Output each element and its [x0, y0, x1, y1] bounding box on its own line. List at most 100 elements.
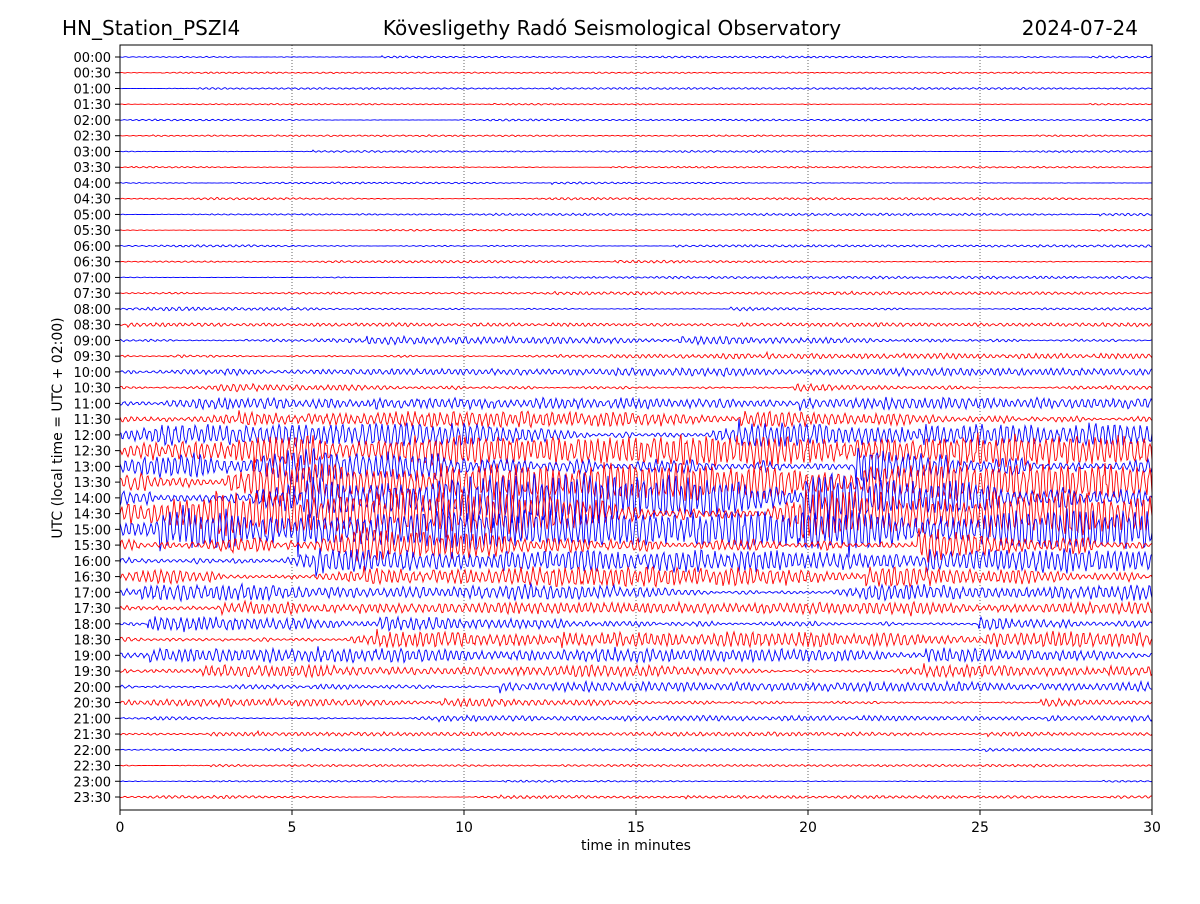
trace-1100: [119, 396, 1153, 411]
trace-0000: [119, 54, 1153, 59]
trace-0930: [119, 350, 1153, 360]
y-tick-label: 22:30: [74, 760, 111, 775]
x-tick-label: 25: [971, 820, 989, 836]
y-tick-label: 01:00: [74, 82, 111, 97]
y-tick-label: 06:00: [74, 240, 111, 255]
x-tick-label: 0: [116, 820, 125, 836]
trace-0200: [119, 118, 1153, 122]
x-axis-label: time in minutes: [581, 838, 691, 854]
trace-1030: [119, 382, 1153, 393]
y-tick-label: 08:30: [74, 319, 111, 334]
trace-1330: [119, 455, 1153, 502]
date-title: 2024-07-24: [1022, 16, 1138, 40]
trace-2130: [119, 729, 1153, 738]
y-tick-label: 18:00: [74, 618, 111, 633]
trace-0530: [120, 228, 1153, 232]
y-tick-label: 13:00: [74, 460, 111, 475]
y-axis: 00:0000:3001:0001:3002:0002:3003:0003:30…: [74, 51, 120, 806]
y-axis-label: UTC (local time = UTC + 02:00): [50, 317, 66, 538]
y-tick-label: 11:00: [74, 397, 111, 412]
trace-1130: [119, 410, 1153, 429]
y-tick-label: 12:00: [74, 429, 111, 444]
trace-2000: [119, 679, 1153, 694]
y-tick-label: 08:00: [74, 303, 111, 318]
trace-0430: [119, 196, 1153, 201]
y-tick-label: 17:00: [74, 586, 111, 601]
y-tick-label: 10:30: [74, 382, 111, 397]
y-tick-label: 23:00: [74, 775, 111, 790]
y-tick-label: 13:30: [74, 476, 111, 491]
y-tick-label: 06:30: [74, 256, 111, 271]
y-tick-label: 00:30: [74, 67, 111, 82]
y-tick-label: 14:30: [74, 508, 111, 523]
y-tick-label: 07:30: [74, 287, 111, 302]
trace-1200: [119, 418, 1153, 449]
y-tick-label: 17:30: [74, 602, 111, 617]
trace-0730: [119, 290, 1153, 296]
y-tick-label: 04:30: [74, 193, 111, 208]
y-tick-label: 18:30: [74, 634, 111, 649]
y-tick-label: 20:00: [74, 681, 111, 696]
y-tick-label: 21:30: [74, 728, 111, 743]
trace-1930: [119, 663, 1153, 679]
x-axis: 0 5 10 15 20 25 30: [116, 810, 1161, 836]
y-tick-label: 20:30: [74, 697, 111, 712]
y-tick-label: 15:00: [74, 523, 111, 538]
trace-1730: [119, 599, 1153, 617]
trace-2330: [119, 794, 1153, 800]
y-tick-label: 02:30: [74, 130, 111, 145]
trace-0830: [119, 321, 1153, 329]
trace-2100: [119, 714, 1153, 723]
y-tick-label: 12:30: [74, 445, 111, 460]
y-tick-label: 07:00: [74, 271, 111, 286]
y-tick-label: 01:30: [74, 98, 111, 113]
trace-0100: [119, 86, 1153, 91]
y-tick-label: 02:00: [74, 114, 111, 129]
chart-title: Kövesligethy Radó Seismological Observat…: [383, 16, 841, 40]
y-tick-label: 22:00: [74, 744, 111, 759]
trace-1700: [119, 582, 1153, 603]
trace-0600: [119, 244, 1153, 248]
y-tick-label: 15:30: [74, 539, 111, 554]
y-tick-label: 10:00: [74, 366, 111, 381]
trace-1900: [119, 646, 1153, 664]
trace-0900: [119, 334, 1153, 346]
trace-2300: [120, 779, 1153, 783]
trace-0800: [119, 306, 1153, 312]
trace-0300: [119, 149, 1153, 154]
y-tick-label: 19:30: [74, 665, 111, 680]
traces: [119, 54, 1153, 800]
trace-1830: [119, 628, 1153, 649]
y-tick-label: 21:00: [74, 712, 111, 727]
trace-0230: [119, 134, 1153, 138]
trace-0400: [119, 181, 1153, 186]
y-tick-label: 04:00: [74, 177, 111, 192]
y-tick-label: 16:30: [74, 571, 111, 586]
station-title: HN_Station_PSZI4: [62, 16, 240, 40]
y-tick-label: 11:30: [74, 413, 111, 428]
x-tick-label: 5: [288, 820, 297, 836]
x-tick-label: 10: [455, 820, 473, 836]
trace-1500: [119, 504, 1153, 558]
trace-1800: [119, 615, 1153, 633]
y-tick-label: 16:00: [74, 555, 111, 570]
y-tick-label: 03:00: [74, 145, 111, 160]
trace-1430: [119, 489, 1153, 540]
trace-2030: [119, 697, 1153, 708]
y-tick-label: 14:00: [74, 492, 111, 507]
x-tick-label: 20: [799, 820, 817, 836]
x-tick-label: 30: [1143, 820, 1161, 836]
trace-0700: [119, 275, 1153, 280]
trace-0500: [119, 212, 1153, 217]
y-tick-label: 00:00: [74, 51, 111, 66]
trace-0130: [119, 102, 1153, 106]
trace-1230: [119, 432, 1153, 468]
trace-0630: [119, 259, 1153, 264]
trace-2230: [119, 763, 1153, 768]
trace-1630: [119, 565, 1153, 589]
y-tick-label: 23:30: [74, 791, 111, 806]
y-tick-label: 09:00: [74, 334, 111, 349]
y-tick-label: 09:30: [74, 350, 111, 365]
trace-2200: [119, 747, 1153, 753]
